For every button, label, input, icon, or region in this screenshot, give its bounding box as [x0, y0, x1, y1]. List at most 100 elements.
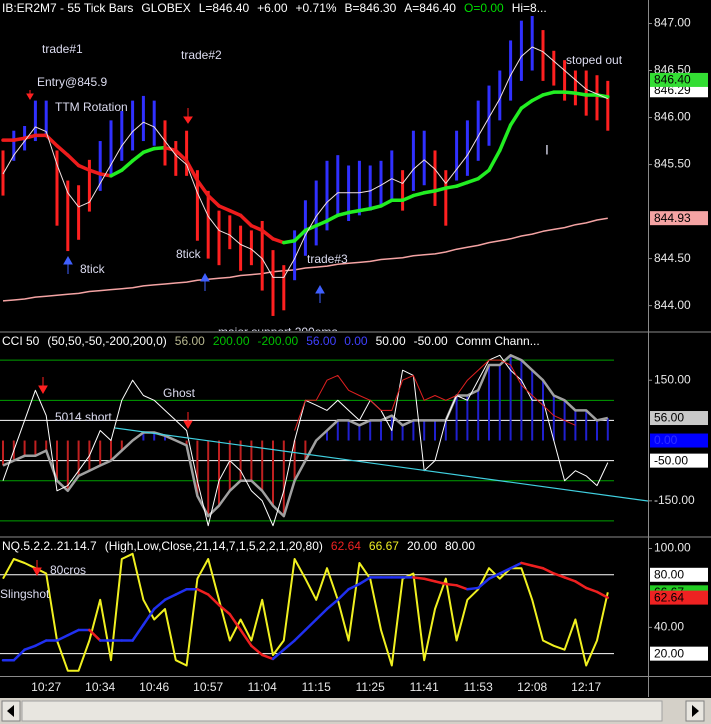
header-item: L=846.40 — [199, 1, 250, 15]
price-bar — [228, 215, 232, 250]
signal-line — [466, 586, 480, 591]
moving-average — [573, 91, 588, 97]
price-marker-label: 80.00 — [654, 567, 684, 581]
moving-average — [476, 168, 491, 181]
annotation: Entry@845.9 — [37, 75, 108, 89]
header-item: (50,50,-50,-200,200,0) — [47, 334, 166, 348]
moving-average — [163, 145, 178, 153]
price-bar — [217, 210, 221, 266]
price-bar — [357, 160, 361, 216]
price-bar — [455, 130, 459, 181]
price-bar — [498, 70, 502, 121]
price-marker — [650, 646, 708, 661]
signal-line — [541, 566, 556, 575]
price-marker-label: -50.00 — [654, 453, 688, 467]
histogram-bar — [293, 440, 296, 481]
histogram-bar — [120, 440, 123, 451]
annotation: 5014 short — [55, 410, 112, 424]
signal-line — [595, 590, 610, 599]
signal-line — [476, 577, 491, 590]
histogram-bar — [380, 420, 382, 441]
moving-average — [303, 223, 318, 233]
annotation: stoped out — [566, 53, 623, 67]
moving-average — [184, 159, 200, 183]
cci-annotations: 5014 short Ghost — [38, 377, 648, 502]
price-bar — [552, 50, 556, 86]
histogram-bar — [239, 440, 242, 481]
price-bar — [303, 200, 307, 256]
x-tick-label: 11:25 — [356, 680, 385, 694]
arrow-icon — [7, 705, 14, 717]
signal-line — [422, 577, 437, 583]
signal-line — [314, 607, 329, 621]
header-item: 56.00 — [175, 334, 205, 348]
annotation: I — [545, 142, 549, 158]
moving-average — [498, 123, 513, 153]
moving-average — [519, 98, 534, 110]
price-marker — [650, 590, 708, 605]
price-bar — [33, 100, 37, 142]
price-bar — [174, 141, 178, 176]
histogram-bar — [272, 440, 274, 506]
separators — [0, 0, 711, 697]
moving-average — [228, 208, 243, 218]
y-tick-label: 100.00 — [654, 541, 691, 555]
histogram-bar — [196, 440, 199, 497]
moving-average — [120, 159, 135, 172]
header-item: GLOBEX — [141, 1, 190, 15]
panel-header: CCI 50 (50,50,-50,-200,200,0) 56.00 200.00-… — [2, 334, 540, 348]
histogram-bar — [498, 364, 501, 441]
annotation: major support 200ema — [218, 325, 338, 339]
signal-line — [498, 566, 512, 575]
histogram-bar — [2, 440, 4, 466]
histogram-bar — [34, 440, 37, 456]
x-tick-label: 11:15 — [302, 680, 331, 694]
price-marker-label: 0.00 — [654, 433, 678, 447]
price-bar — [185, 130, 189, 176]
annotation: trade#1 — [42, 42, 83, 56]
scroll-thumb[interactable] — [21, 700, 663, 722]
histogram-bar — [142, 432, 145, 441]
price-marker-label: 846.40 — [654, 73, 691, 87]
signal-line — [347, 582, 361, 591]
arrow-up — [63, 255, 73, 274]
moving-average — [357, 207, 372, 213]
signal-line — [584, 586, 599, 594]
price-bar — [87, 159, 91, 212]
signal-line — [444, 582, 458, 587]
price-bar — [55, 150, 59, 226]
price-bar — [584, 70, 588, 116]
moving-average — [444, 184, 459, 190]
price-bar — [401, 170, 405, 211]
moving-average — [55, 144, 70, 157]
oscillator-panel — [0, 552, 614, 672]
header-item: -200.00 — [258, 334, 299, 348]
histogram-bar — [228, 440, 231, 491]
moving-average — [346, 208, 362, 215]
histogram-bar — [336, 420, 339, 441]
moving-average — [12, 136, 27, 142]
histogram-bar — [412, 420, 415, 441]
arrow-down — [26, 90, 34, 100]
price-bar — [141, 95, 145, 142]
histogram-bar — [574, 410, 577, 441]
scrollbar[interactable] — [0, 698, 711, 724]
moving-average — [530, 93, 545, 103]
x-tick-label: 11:53 — [464, 680, 493, 694]
histogram-bar — [347, 420, 350, 441]
signal-line — [455, 584, 469, 591]
moving-average — [454, 180, 470, 188]
annotation: trade#3 — [307, 252, 348, 266]
price-bar — [163, 120, 167, 166]
histogram-bar — [185, 440, 188, 446]
arrow-down — [32, 560, 42, 577]
arrow-down — [38, 377, 48, 395]
price-bar — [422, 130, 426, 186]
price-bar — [573, 70, 577, 106]
header-item: IB:ER2M7 - 55 Tick Bars — [2, 1, 133, 15]
histogram-bar — [509, 355, 512, 441]
price-bar — [66, 180, 70, 252]
ema-line — [2, 217, 608, 302]
price-bar — [368, 165, 372, 211]
